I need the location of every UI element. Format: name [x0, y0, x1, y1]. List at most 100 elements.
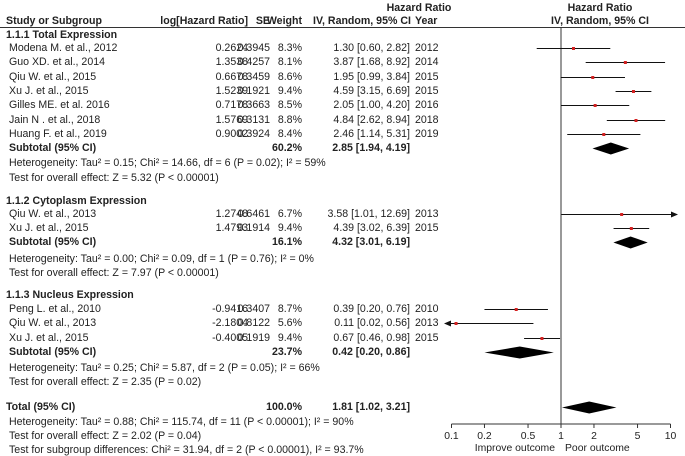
study-hr-ci: 1.30 [0.60, 2.82]: [333, 42, 410, 54]
point-estimate: [454, 322, 458, 325]
study-name: Guo XD. et al., 2014: [9, 56, 105, 68]
subtotal-hr-ci: 0.42 [0.20, 0.86]: [332, 346, 410, 358]
x-label-poor: Poor outcome: [565, 443, 630, 454]
study-hr-ci: 2.46 [1.14, 5.31]: [333, 128, 410, 140]
study-log-hr: 0.7178: [215, 99, 248, 111]
study-weight: 8.4%: [277, 128, 302, 140]
point-estimate: [634, 119, 638, 122]
subgroup-title: 1.1.1 Total Expression: [6, 29, 118, 41]
col-header-year: Year: [415, 15, 438, 27]
subgroup-heterogeneity: Heterogeneity: Tau² = 0.25; Chi² = 5.87,…: [9, 362, 320, 374]
col-header-log-hr: log[Hazard Ratio]: [160, 15, 248, 27]
study-se: 0.3131: [237, 114, 270, 126]
study-name: Gilles ME. et al. 2016: [9, 99, 110, 111]
subtotal-label: Subtotal (95% CI): [9, 142, 97, 154]
study-log-hr: -2.1804: [212, 317, 248, 329]
header-rule: [0, 27, 685, 28]
study-weight: 8.1%: [277, 56, 302, 68]
study-weight: 5.6%: [277, 317, 302, 329]
study-weight: 8.5%: [277, 99, 302, 111]
point-estimate: [602, 133, 606, 136]
x-tick-label: 10: [665, 431, 677, 442]
study-weight: 9.4%: [277, 85, 302, 97]
total-weight: 100.0%: [266, 401, 302, 413]
study-weight: 8.7%: [277, 303, 302, 315]
study-year: 2014: [415, 56, 439, 68]
study-name: Qiu W. et al., 2013: [9, 208, 97, 220]
study-se: 0.1914: [237, 222, 270, 234]
study-weight: 8.3%: [277, 42, 302, 54]
study-hr-ci: 4.39 [3.02, 6.39]: [333, 222, 410, 234]
subgroup-title: 1.1.2 Cytoplasm Expression: [6, 195, 147, 207]
subtotal-diamond: [613, 236, 648, 249]
study-year: 2013: [415, 317, 439, 329]
subgroup-overall-test: Test for overall effect: Z = 7.97 (P < 0…: [9, 267, 219, 279]
study-name: Jain N . et al., 2018: [9, 114, 101, 126]
total-heterogeneity: Heterogeneity: Tau² = 0.88; Chi² = 115.7…: [9, 416, 354, 428]
study-hr-ci: 0.39 [0.20, 0.76]: [333, 303, 410, 315]
study-log-hr: 1.2748: [215, 208, 248, 220]
study-name: Xu J. et al., 2015: [9, 222, 89, 234]
x-tick-label: 0.1: [444, 431, 459, 442]
study-hr-ci: 3.58 [1.01, 12.69]: [327, 208, 410, 220]
study-weight: 9.4%: [277, 332, 302, 344]
study-year: 2015: [415, 332, 439, 344]
subtotal-diamond: [484, 346, 554, 359]
study-hr-ci: 0.11 [0.02, 0.56]: [334, 317, 410, 329]
study-se: 0.1921: [237, 85, 270, 97]
total-label: Total (95% CI): [6, 401, 76, 413]
subtotal-label: Subtotal (95% CI): [9, 236, 97, 248]
ci-arrow-left: [444, 320, 451, 327]
subtotal-weight: 23.7%: [271, 346, 302, 358]
study-hr-ci: 0.67 [0.46, 0.98]: [333, 332, 410, 344]
study-year: 2018: [415, 114, 439, 126]
col-header-se: SE: [255, 15, 270, 27]
total-diamond: [561, 401, 617, 414]
point-estimate: [540, 337, 544, 340]
study-se: 0.4257: [237, 56, 270, 68]
study-hr-ci: 1.95 [0.99, 3.84]: [333, 71, 410, 83]
point-estimate: [620, 213, 624, 216]
study-hr-ci: 4.59 [3.15, 6.69]: [333, 85, 410, 97]
study-log-hr: 1.5769: [215, 114, 248, 126]
subtotal-hr-ci: 4.32 [3.01, 6.19]: [332, 236, 410, 248]
subtotal-weight: 16.1%: [271, 236, 302, 248]
x-tick-label: 0.5: [521, 431, 536, 442]
study-log-hr: 1.3538: [215, 56, 248, 68]
study-weight: 8.8%: [277, 114, 302, 126]
subgroup-heterogeneity: Heterogeneity: Tau² = 0.15; Chi² = 14.66…: [9, 157, 326, 169]
plot-header-sub: IV, Random, 95% CI: [551, 15, 649, 27]
study-log-hr: 1.4793: [215, 222, 248, 234]
study-name: Xu J. et al., 2015: [9, 332, 89, 344]
study-year: 2015: [415, 71, 439, 83]
study-year: 2015: [415, 85, 439, 97]
ci-arrow-right: [671, 211, 678, 218]
point-estimate: [631, 90, 635, 93]
subgroup-overall-test: Test for overall effect: Z = 5.32 (P < 0…: [9, 172, 219, 184]
study-name: Peng L. et al., 2010: [9, 303, 101, 315]
total-overall-test: Test for overall effect: Z = 2.02 (P = 0…: [9, 430, 202, 442]
study-log-hr: 0.2624: [215, 42, 248, 54]
study-se: 0.3459: [237, 71, 270, 83]
subgroup-overall-test: Test for overall effect: Z = 2.35 (P = 0…: [9, 376, 202, 388]
x-label-improve: Improve outcome: [475, 443, 555, 454]
x-tick-label: 0.2: [477, 431, 492, 442]
study-weight: 9.4%: [277, 222, 302, 234]
x-tick-label: 2: [591, 431, 597, 442]
point-estimate: [629, 227, 633, 230]
study-se: 0.3945: [237, 42, 270, 54]
x-tick-label: 5: [635, 431, 641, 442]
point-estimate: [593, 104, 597, 107]
point-estimate: [514, 308, 518, 311]
col-header-hr-title: Hazard Ratio: [386, 2, 452, 14]
study-year: 2010: [415, 303, 439, 315]
study-name: Qiu W. et al., 2013: [9, 317, 97, 329]
subtotal-weight: 60.2%: [271, 142, 302, 154]
plot-header-title: Hazard Ratio: [567, 2, 633, 14]
study-se: 0.1919: [237, 332, 270, 344]
study-se: 0.3924: [237, 128, 270, 140]
study-se: 0.8122: [237, 317, 270, 329]
study-year: 2019: [415, 128, 439, 140]
study-year: 2013: [415, 208, 439, 220]
